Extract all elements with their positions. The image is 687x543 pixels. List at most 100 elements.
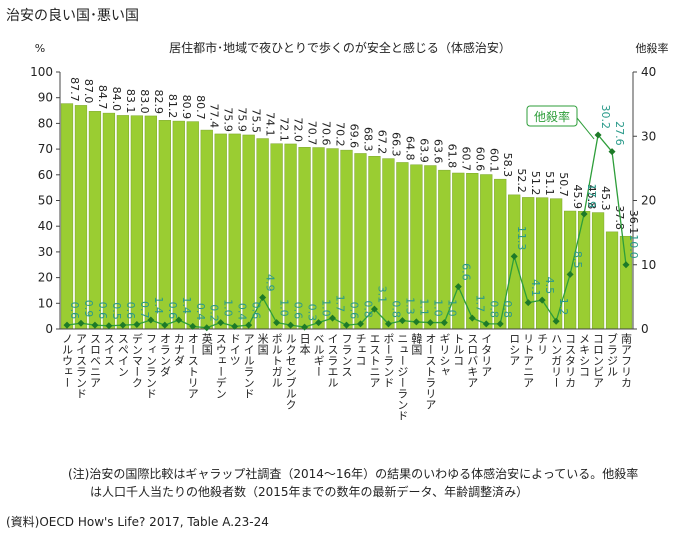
callout-line	[576, 117, 595, 140]
line-value-label: 1.4	[152, 297, 165, 315]
point	[217, 319, 225, 327]
bar-value-label: 36.1	[627, 210, 640, 235]
point	[482, 320, 490, 328]
x-tick-label: 日本	[298, 333, 311, 356]
x-tick-label: ハンガリー	[550, 333, 563, 388]
bar	[116, 115, 130, 330]
point	[91, 321, 99, 329]
bar	[130, 115, 143, 330]
point	[384, 320, 392, 328]
bar-value-label: 80.7	[194, 95, 207, 120]
point	[273, 319, 281, 327]
x-tick-label: チェコ	[354, 333, 367, 366]
bar-value-label: 61.8	[445, 144, 458, 169]
bar-value-label: 87.7	[68, 77, 81, 102]
point	[552, 317, 560, 325]
point	[594, 131, 602, 139]
line-value-label: 1.0	[320, 299, 333, 317]
line-value-label: 0.8	[389, 300, 402, 318]
callout-label: 他殺率	[534, 109, 570, 124]
point	[315, 319, 323, 327]
bar-value-label: 50.7	[557, 172, 570, 197]
x-tick-label: 英国	[200, 332, 213, 356]
point	[203, 324, 211, 332]
line-value-label: 6.6	[459, 263, 472, 281]
bar	[536, 197, 549, 330]
bar-value-label: 75.9	[222, 107, 235, 132]
y-tick-label: 40	[38, 219, 53, 233]
x-tick-label: スペイン	[116, 333, 129, 377]
y-tick-label: 0	[45, 322, 53, 336]
bar-value-label: 87.0	[82, 79, 95, 104]
point	[580, 210, 588, 218]
bar-value-label: 64.8	[403, 136, 416, 161]
bar-value-label: 51.1	[543, 171, 556, 196]
x-tick-label: ベルギー	[312, 333, 325, 377]
bar-value-label: 60.6	[473, 147, 486, 172]
x-tick-label: アイスランド	[74, 333, 87, 399]
point	[356, 320, 364, 328]
subtitle: 居住都市･地域で夜ひとりで歩くのが安全と感じる（体感治安）	[169, 40, 511, 55]
bar-value-label: 45.9	[571, 185, 584, 210]
y-tick-label: 50	[38, 194, 53, 208]
x-tick-label: 南アフリカ	[620, 333, 633, 388]
bar-value-label: 82.9	[152, 89, 165, 114]
callout-box	[526, 105, 578, 127]
y-tick-label: 10	[38, 296, 53, 310]
line-value-label: 4.5	[543, 277, 556, 295]
bar-value-label: 80.9	[180, 95, 193, 120]
y2-tick-label: 10	[641, 258, 656, 272]
x-tick-label: ニュージーランド	[396, 333, 409, 421]
y-label: %	[35, 42, 45, 55]
line-value-label: 10.0	[627, 234, 640, 259]
bar-value-label: 63.9	[417, 138, 430, 163]
bar-value-label: 70.7	[306, 121, 319, 146]
line-value-label: 1.7	[334, 295, 347, 313]
point	[301, 323, 309, 331]
bar-value-label: 84.7	[96, 85, 109, 110]
line-value-label: 0.7	[138, 301, 151, 319]
line-value-label: 17.9	[585, 183, 598, 208]
point	[538, 296, 546, 304]
line-value-label: 0.9	[82, 300, 95, 318]
bar-value-label: 83.1	[124, 89, 137, 114]
line-value-label: 1.2	[557, 298, 570, 316]
x-tick-label: ギリシャ	[438, 333, 451, 377]
line-value-label: 1.3	[403, 297, 416, 315]
line-value-label: 1.0	[431, 299, 444, 317]
point	[566, 270, 574, 278]
x-tick-label: スロベニア	[88, 333, 101, 388]
point	[63, 321, 71, 329]
y2-tick-label: 0	[641, 322, 649, 336]
point	[245, 321, 253, 329]
bar-value-label: 66.3	[389, 132, 402, 157]
point	[189, 322, 197, 330]
x-tick-label: ブラジル	[606, 332, 619, 377]
bar-value-label: 74.1	[264, 112, 277, 137]
x-tick-label: コスタリカ	[564, 333, 577, 388]
line-value-label: 4.9	[264, 274, 277, 292]
x-tick-label: ポルトガル	[270, 333, 283, 388]
x-tick-label: オーストラリア	[424, 333, 437, 410]
point	[440, 319, 448, 327]
bar-value-label: 69.6	[348, 124, 361, 149]
x-tick-label: コロンビア	[592, 333, 605, 388]
point	[468, 314, 476, 322]
x-tick-label: アイルランド	[242, 333, 255, 399]
x-tick-label: オランダ	[158, 333, 171, 377]
y-tick-label: 60	[38, 168, 53, 182]
point	[608, 148, 616, 156]
line-value-label: 1.0	[278, 299, 291, 317]
x-tick-label: スウェーデン	[214, 333, 227, 399]
y-tick-label: 100	[30, 65, 53, 79]
y-tick-label: 70	[38, 142, 53, 156]
x-tick-label: 米国	[256, 333, 269, 356]
bar-value-label: 52.2	[515, 168, 528, 193]
line-value-label: 0.4	[236, 303, 249, 321]
bar-value-label: 60.7	[459, 147, 472, 172]
y-tick-label: 90	[38, 91, 53, 105]
line-value-label: 0.6	[96, 302, 109, 320]
point	[370, 305, 378, 313]
y2-label: 他殺率	[636, 41, 669, 55]
bar-value-label: 67.2	[375, 130, 388, 155]
